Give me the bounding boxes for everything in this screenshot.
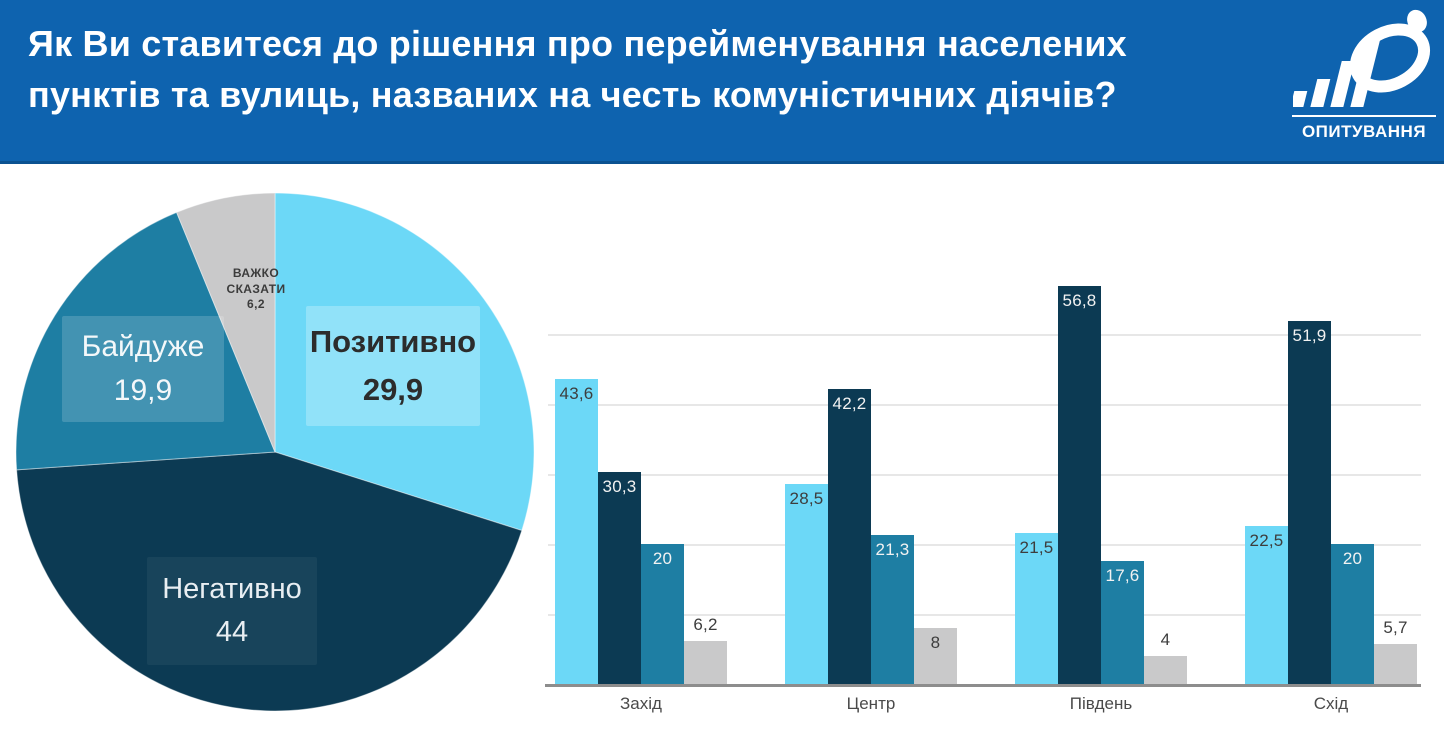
bar-Південь-Байдуже bbox=[1101, 561, 1144, 684]
pie-label-hard-to-say: ВАЖКО СКАЗАТИ 6,2 bbox=[203, 266, 309, 313]
bar-value-label: 20 bbox=[652, 549, 673, 568]
bar-Схід-Позитивно bbox=[1245, 526, 1288, 684]
pie-label-indifferent-value: 19,9 bbox=[113, 374, 173, 407]
bar-value-label: 30,3 bbox=[602, 477, 637, 496]
bar-Схід-Байдуже bbox=[1331, 544, 1374, 684]
bar-Центр-Позитивно bbox=[785, 484, 828, 684]
bar-value-label: 17,6 bbox=[1105, 566, 1140, 585]
bar-Захід-Важко сказати bbox=[684, 641, 727, 684]
logo-divider bbox=[1292, 115, 1436, 117]
pie-slice-3 bbox=[175, 192, 276, 453]
pie-label-hard-line1: ВАЖКО bbox=[232, 266, 280, 280]
bar-Центр-Байдуже bbox=[871, 535, 914, 684]
bar-Схід-Негативно bbox=[1288, 321, 1331, 684]
logo-caption: ОПИТУВАННЯ bbox=[1301, 122, 1427, 141]
bar-Центр-Негативно bbox=[828, 389, 871, 684]
bar-value-label: 21,3 bbox=[875, 540, 910, 559]
rating-group-logo: ОПИТУВАННЯ bbox=[1290, 8, 1438, 142]
category-label-Південь: Південь bbox=[1069, 694, 1133, 713]
pie-label-negative-value: 44 bbox=[215, 616, 249, 648]
pie-label-indifferent-name: Байдуже bbox=[81, 330, 205, 363]
bar-value-label: 28,5 bbox=[789, 489, 824, 508]
category-label-Центр: Центр bbox=[846, 694, 896, 713]
category-label-Схід: Схід bbox=[1313, 694, 1349, 713]
bar-value-label: 21,5 bbox=[1019, 538, 1054, 557]
pie-label-positive-name: Позитивно bbox=[309, 324, 477, 359]
gridline-50 bbox=[548, 334, 1421, 336]
bar-value-label: 20 bbox=[1342, 549, 1363, 568]
pie-label-negative-name: Негативно bbox=[162, 573, 302, 605]
rating-logo-icon bbox=[1293, 9, 1431, 107]
page-title: Як Ви ставитеся до рішення про переймену… bbox=[28, 18, 1238, 120]
pie-label-positive: Позитивно 29,9 bbox=[306, 306, 480, 426]
gridline-40 bbox=[548, 404, 1421, 406]
gridline-10 bbox=[548, 614, 1421, 616]
pie-slice-0 bbox=[274, 192, 535, 532]
bar-value-label: 4 bbox=[1160, 630, 1171, 649]
gridline-20 bbox=[548, 544, 1421, 546]
bar-Захід-Позитивно bbox=[555, 379, 598, 684]
pie-slice-1 bbox=[16, 451, 523, 712]
bar-chart: 43,6 30,3 20 6,2 Захід 28,5 42,2 21,3 8 Центр 21,5… bbox=[545, 170, 1421, 729]
pie-label-hard-value: 6,2 bbox=[247, 297, 265, 312]
header: Як Ви ставитеся до рішення про переймену… bbox=[0, 0, 1444, 164]
bar-Південь-Важко сказати bbox=[1144, 656, 1187, 684]
bar-value-label: 51,9 bbox=[1292, 326, 1327, 345]
bar-Південь-Негативно bbox=[1058, 286, 1101, 684]
bar-value-label: 22,5 bbox=[1249, 531, 1284, 550]
bar-Центр-Важко сказати bbox=[914, 628, 957, 684]
bar-Захід-Негативно bbox=[598, 472, 641, 684]
bar-Південь-Позитивно bbox=[1015, 533, 1058, 684]
pie-label-positive-value: 29,9 bbox=[362, 372, 424, 407]
pie-label-negative: Негативно 44 bbox=[147, 557, 317, 665]
pie-label-indifferent: Байдуже 19,9 bbox=[62, 316, 224, 422]
pie-chart bbox=[15, 192, 535, 712]
pie-slice-2 bbox=[15, 211, 276, 471]
bar-value-label: 43,6 bbox=[559, 384, 594, 403]
bar-Схід-Важко сказати bbox=[1374, 644, 1417, 684]
bar-value-label: 8 bbox=[930, 633, 941, 652]
bar-value-label: 42,2 bbox=[832, 394, 867, 413]
title-line-2: пунктів та вулиць, названих на честь ком… bbox=[28, 74, 1117, 116]
bar-value-label: 5,7 bbox=[1383, 618, 1408, 637]
category-label-Захід: Захід bbox=[620, 694, 662, 713]
bar-value-label: 6,2 bbox=[693, 615, 718, 634]
pie-label-hard-line2: СКАЗАТИ bbox=[226, 281, 286, 296]
x-axis-line bbox=[545, 684, 1421, 687]
gridline-30 bbox=[548, 474, 1421, 476]
bar-value-label: 56,8 bbox=[1062, 291, 1097, 310]
bar-Захід-Байдуже bbox=[641, 544, 684, 684]
title-line-1: Як Ви ставитеся до рішення про переймену… bbox=[28, 23, 1127, 64]
